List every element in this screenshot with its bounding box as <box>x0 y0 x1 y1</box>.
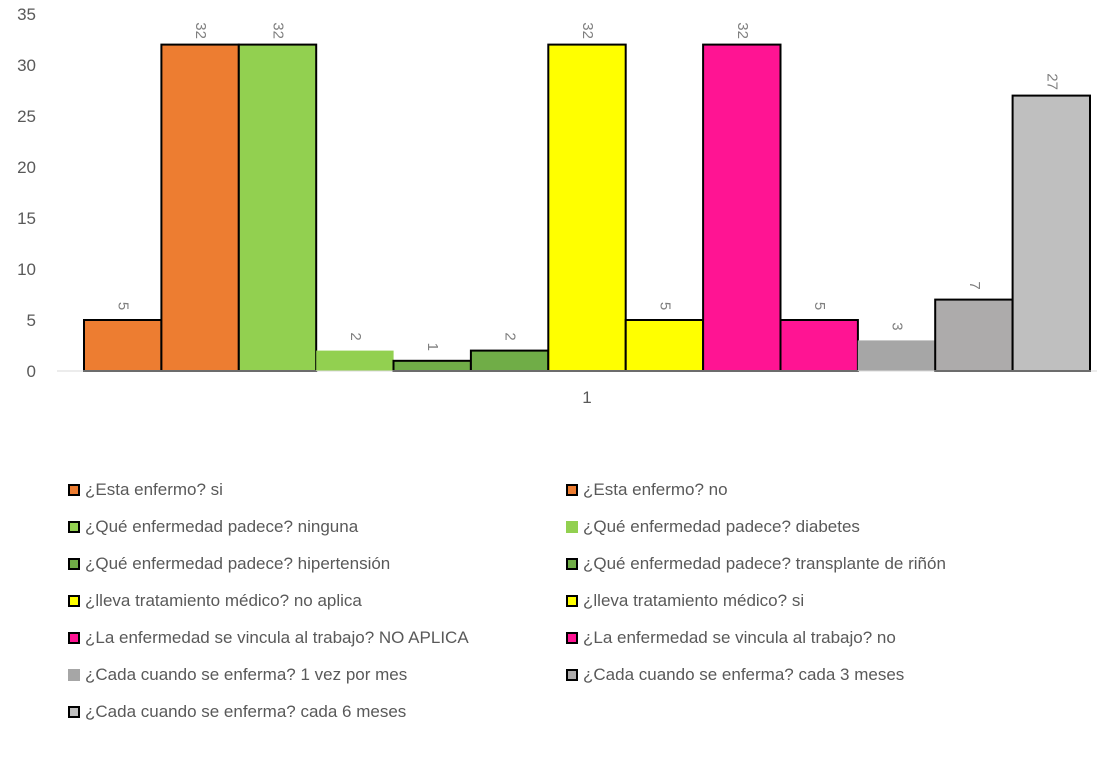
legend-item: ¿Cada cuando se enferma? cada 3 meses <box>566 663 904 687</box>
legend-label: ¿Esta enfermo? no <box>583 480 728 499</box>
legend-label: ¿Qué enfermedad padece? transplante de r… <box>583 554 946 573</box>
chart-plot: 0 5 10 15 20 25 30 35 5 32 32 2 1 2 32 5 32 5 3 7 27 1 <box>17 5 1097 407</box>
bar <box>624 319 705 372</box>
legend-item: ¿Cada cuando se enferma? 1 vez por mes <box>68 663 407 687</box>
bar <box>702 43 782 372</box>
data-label: 32 <box>270 22 287 39</box>
legend-swatch <box>566 669 578 681</box>
legend-label: ¿Esta enfermo? si <box>85 480 223 499</box>
legend-swatch <box>68 706 80 718</box>
legend-swatch <box>566 484 578 496</box>
legend-swatch <box>68 558 80 570</box>
legend-item: ¿La enfermedad se vincula al trabajo? no <box>566 626 896 650</box>
data-label: 3 <box>889 322 906 330</box>
x-tick-label: 1 <box>582 388 591 407</box>
legend-label: ¿lleva tratamiento médico? no aplica <box>85 591 362 610</box>
legend-label: ¿La enfermedad se vincula al trabajo? NO… <box>85 628 469 647</box>
legend-item: ¿La enfermedad se vincula al trabajo? NO… <box>68 626 469 650</box>
bar <box>237 43 318 372</box>
data-label: 5 <box>811 302 828 310</box>
legend-item: ¿Qué enfermedad padece? ninguna <box>68 515 358 539</box>
y-tick-label: 15 <box>17 209 36 228</box>
legend-swatch <box>566 595 578 607</box>
legend-label: ¿Cada cuando se enferma? cada 6 meses <box>85 702 407 721</box>
legend-item: ¿Qué enfermedad padece? diabetes <box>566 515 860 539</box>
legend-swatch <box>68 669 80 681</box>
bar <box>1011 94 1091 372</box>
data-label: 5 <box>115 302 132 310</box>
y-tick-label: 0 <box>27 362 36 381</box>
legend-label: ¿lleva tratamiento médico? si <box>583 591 805 610</box>
legend-swatch <box>68 632 80 644</box>
bar <box>469 349 550 373</box>
bar <box>934 298 1014 373</box>
bar <box>83 319 163 372</box>
legend-swatch <box>68 521 80 533</box>
legend-item: ¿lleva tratamiento médico? no aplica <box>68 589 362 613</box>
y-tick-label: 35 <box>17 5 36 24</box>
data-label: 32 <box>192 22 209 39</box>
bar <box>779 319 859 372</box>
legend-item: ¿lleva tratamiento médico? si <box>566 589 804 613</box>
legend-label: ¿La enfermedad se vincula al trabajo? no <box>583 628 896 647</box>
bar <box>857 340 936 371</box>
bar <box>547 43 627 372</box>
data-label: 32 <box>734 22 751 39</box>
legend-label: ¿Qué enfermedad padece? hipertensión <box>85 554 391 573</box>
legend-label: ¿Cada cuando se enferma? 1 vez por mes <box>85 665 408 684</box>
legend-item: ¿Esta enfermo? no <box>566 478 728 502</box>
legend-label: ¿Cada cuando se enferma? cada 3 meses <box>583 665 905 684</box>
legend-label: ¿Qué enfermedad padece? ninguna <box>85 517 359 536</box>
legend-swatch <box>566 558 578 570</box>
data-label: 2 <box>347 332 364 340</box>
data-label: 2 <box>502 332 519 340</box>
legend-label: ¿Qué enfermedad padece? diabetes <box>583 517 860 536</box>
y-tick-label: 5 <box>27 311 36 330</box>
legend-swatch <box>566 521 578 533</box>
y-tick-label: 25 <box>17 107 36 126</box>
data-label: 1 <box>424 343 441 351</box>
legend-swatch <box>566 632 578 644</box>
data-label: 32 <box>579 22 596 39</box>
y-tick-label: 30 <box>17 56 36 75</box>
y-tick-label: 20 <box>17 158 36 177</box>
legend-item: ¿Esta enfermo? si <box>68 478 223 502</box>
bar <box>316 350 394 371</box>
bar <box>160 43 240 372</box>
legend-item: ¿Qué enfermedad padece? transplante de r… <box>566 552 946 576</box>
legend-item: ¿Qué enfermedad padece? hipertensión <box>68 552 390 576</box>
bar <box>392 359 472 372</box>
y-tick-label: 10 <box>17 260 36 279</box>
legend-item: ¿Cada cuando se enferma? cada 6 meses <box>68 700 406 724</box>
data-label: 5 <box>656 302 673 310</box>
legend-swatch <box>68 484 80 496</box>
data-label: 27 <box>1043 73 1060 90</box>
legend-swatch <box>68 595 80 607</box>
data-label: 7 <box>966 281 983 289</box>
